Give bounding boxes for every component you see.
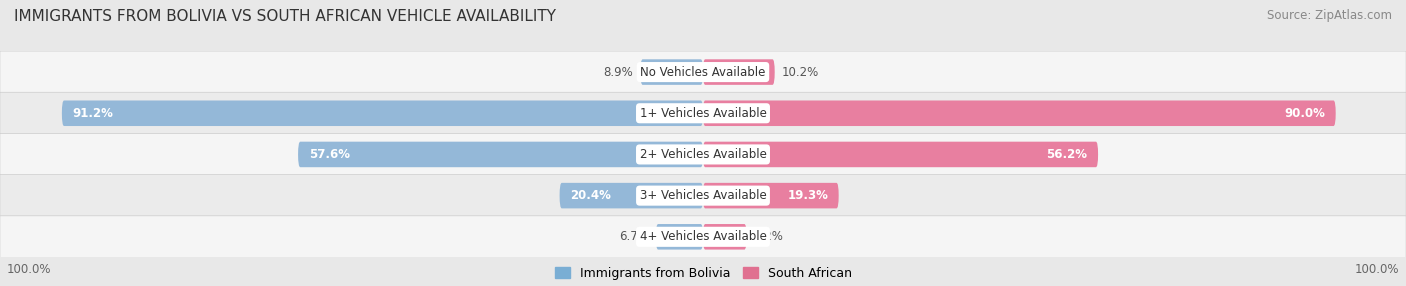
Text: 3+ Vehicles Available: 3+ Vehicles Available (640, 189, 766, 202)
Text: 4+ Vehicles Available: 4+ Vehicles Available (640, 230, 766, 243)
Text: 57.6%: 57.6% (308, 148, 350, 161)
FancyBboxPatch shape (0, 134, 1406, 175)
Text: No Vehicles Available: No Vehicles Available (640, 65, 766, 79)
Text: 1+ Vehicles Available: 1+ Vehicles Available (640, 107, 766, 120)
Text: IMMIGRANTS FROM BOLIVIA VS SOUTH AFRICAN VEHICLE AVAILABILITY: IMMIGRANTS FROM BOLIVIA VS SOUTH AFRICAN… (14, 9, 555, 23)
Text: 10.2%: 10.2% (782, 65, 818, 79)
FancyBboxPatch shape (0, 51, 1406, 93)
FancyBboxPatch shape (703, 142, 1098, 167)
FancyBboxPatch shape (62, 100, 703, 126)
Text: 20.4%: 20.4% (571, 189, 612, 202)
FancyBboxPatch shape (703, 59, 775, 85)
Text: 100.0%: 100.0% (1354, 263, 1399, 276)
FancyBboxPatch shape (655, 224, 703, 250)
FancyBboxPatch shape (0, 216, 1406, 258)
Text: 19.3%: 19.3% (787, 189, 828, 202)
FancyBboxPatch shape (0, 175, 1406, 217)
FancyBboxPatch shape (703, 224, 747, 250)
Text: 100.0%: 100.0% (7, 263, 52, 276)
Legend: Immigrants from Bolivia, South African: Immigrants from Bolivia, South African (554, 267, 852, 280)
Text: 56.2%: 56.2% (1046, 148, 1088, 161)
FancyBboxPatch shape (703, 183, 838, 208)
FancyBboxPatch shape (703, 100, 1336, 126)
Text: Source: ZipAtlas.com: Source: ZipAtlas.com (1267, 9, 1392, 21)
Text: 6.7%: 6.7% (619, 230, 650, 243)
FancyBboxPatch shape (641, 59, 703, 85)
Text: 91.2%: 91.2% (73, 107, 114, 120)
Text: 90.0%: 90.0% (1284, 107, 1324, 120)
FancyBboxPatch shape (560, 183, 703, 208)
Text: 2+ Vehicles Available: 2+ Vehicles Available (640, 148, 766, 161)
Text: 8.9%: 8.9% (603, 65, 633, 79)
FancyBboxPatch shape (0, 92, 1406, 134)
FancyBboxPatch shape (298, 142, 703, 167)
Text: 6.2%: 6.2% (754, 230, 783, 243)
